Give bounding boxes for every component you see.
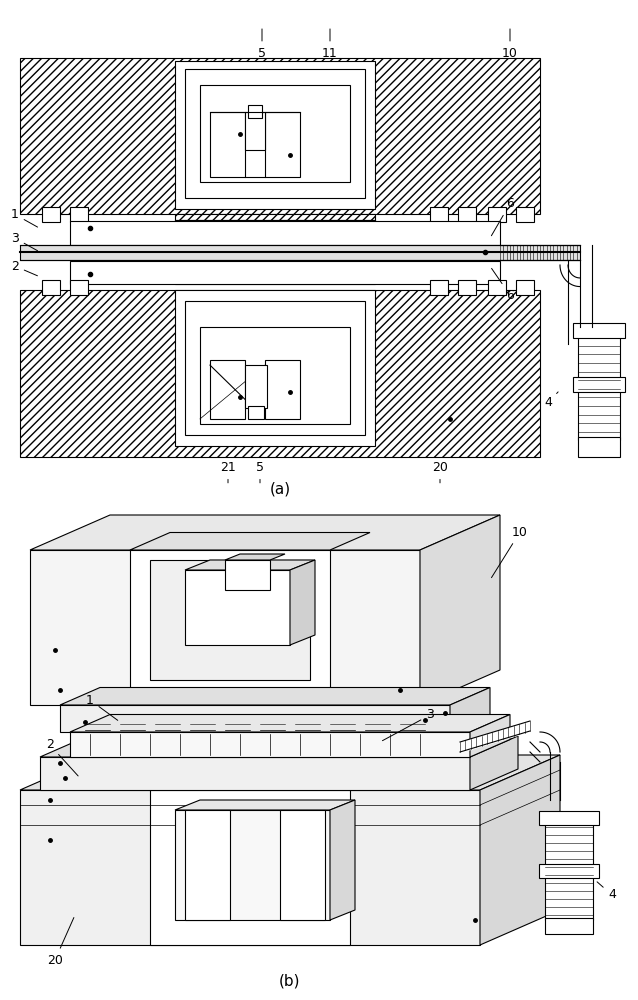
Bar xyxy=(516,207,534,222)
Bar xyxy=(488,280,506,295)
Polygon shape xyxy=(185,570,290,645)
Polygon shape xyxy=(150,790,350,945)
Text: 1: 1 xyxy=(86,694,118,720)
Polygon shape xyxy=(20,790,480,945)
Bar xyxy=(245,365,267,408)
Polygon shape xyxy=(150,560,310,680)
Bar xyxy=(70,207,88,222)
Bar xyxy=(20,58,540,214)
Polygon shape xyxy=(480,755,560,945)
Bar xyxy=(265,360,300,419)
Polygon shape xyxy=(20,755,560,790)
Polygon shape xyxy=(40,757,470,790)
Bar xyxy=(516,280,534,295)
Bar xyxy=(175,220,375,284)
Polygon shape xyxy=(70,714,510,732)
Polygon shape xyxy=(130,550,330,705)
Polygon shape xyxy=(185,810,230,920)
Polygon shape xyxy=(225,554,285,560)
Bar xyxy=(265,112,300,177)
Polygon shape xyxy=(470,736,518,790)
Bar xyxy=(458,280,476,295)
Polygon shape xyxy=(420,515,500,705)
Bar xyxy=(578,437,620,457)
Polygon shape xyxy=(30,550,420,705)
Polygon shape xyxy=(290,560,315,645)
Bar xyxy=(488,207,506,222)
Text: 5: 5 xyxy=(256,461,264,483)
Bar xyxy=(70,280,88,295)
Bar xyxy=(185,69,365,198)
Text: 1: 1 xyxy=(11,208,38,227)
Polygon shape xyxy=(70,732,470,757)
Bar xyxy=(185,301,365,435)
Bar xyxy=(573,377,625,392)
Text: 3: 3 xyxy=(11,232,38,251)
Text: 21: 21 xyxy=(220,461,236,483)
Text: 5: 5 xyxy=(258,29,266,60)
Polygon shape xyxy=(470,714,510,757)
Polygon shape xyxy=(60,688,490,705)
Bar xyxy=(175,214,375,274)
Bar xyxy=(210,360,245,419)
Bar xyxy=(545,918,593,934)
Bar xyxy=(20,245,580,260)
Text: (a): (a) xyxy=(269,481,290,496)
Bar xyxy=(70,261,500,284)
Text: (b): (b) xyxy=(279,973,300,988)
Bar xyxy=(248,406,264,419)
Polygon shape xyxy=(185,560,315,570)
Text: 11: 11 xyxy=(322,29,338,60)
Text: 20: 20 xyxy=(432,461,448,483)
Polygon shape xyxy=(150,769,398,790)
Polygon shape xyxy=(30,515,500,550)
Bar xyxy=(573,323,625,338)
Polygon shape xyxy=(330,800,355,920)
Polygon shape xyxy=(130,532,370,550)
Text: 4: 4 xyxy=(597,882,616,902)
Bar xyxy=(248,105,262,118)
Polygon shape xyxy=(60,705,450,732)
Bar xyxy=(430,207,448,222)
Bar xyxy=(175,290,375,446)
Bar xyxy=(458,207,476,222)
Bar xyxy=(175,220,375,279)
Bar xyxy=(210,112,245,177)
Polygon shape xyxy=(175,810,330,920)
Polygon shape xyxy=(280,810,325,920)
Text: 10: 10 xyxy=(502,29,518,60)
Polygon shape xyxy=(175,800,355,810)
Polygon shape xyxy=(450,688,490,732)
Bar xyxy=(42,280,60,295)
Text: 4: 4 xyxy=(544,392,558,409)
Text: 6: 6 xyxy=(491,268,514,302)
Text: 6: 6 xyxy=(491,197,514,236)
Bar xyxy=(245,112,265,150)
Bar xyxy=(200,327,350,424)
Bar xyxy=(578,333,620,440)
Text: 3: 3 xyxy=(382,708,434,741)
Bar xyxy=(545,820,593,920)
Bar xyxy=(430,280,448,295)
Bar xyxy=(42,207,60,222)
Bar xyxy=(200,85,350,182)
Polygon shape xyxy=(225,560,270,590)
Polygon shape xyxy=(40,736,518,757)
Text: 2: 2 xyxy=(46,738,78,776)
Bar xyxy=(70,221,500,245)
Text: 20: 20 xyxy=(47,918,74,966)
Bar xyxy=(175,61,375,209)
Bar xyxy=(20,290,540,457)
Bar xyxy=(539,864,599,878)
Bar xyxy=(539,811,599,825)
Text: 2: 2 xyxy=(11,260,38,276)
Text: 10: 10 xyxy=(491,526,528,578)
